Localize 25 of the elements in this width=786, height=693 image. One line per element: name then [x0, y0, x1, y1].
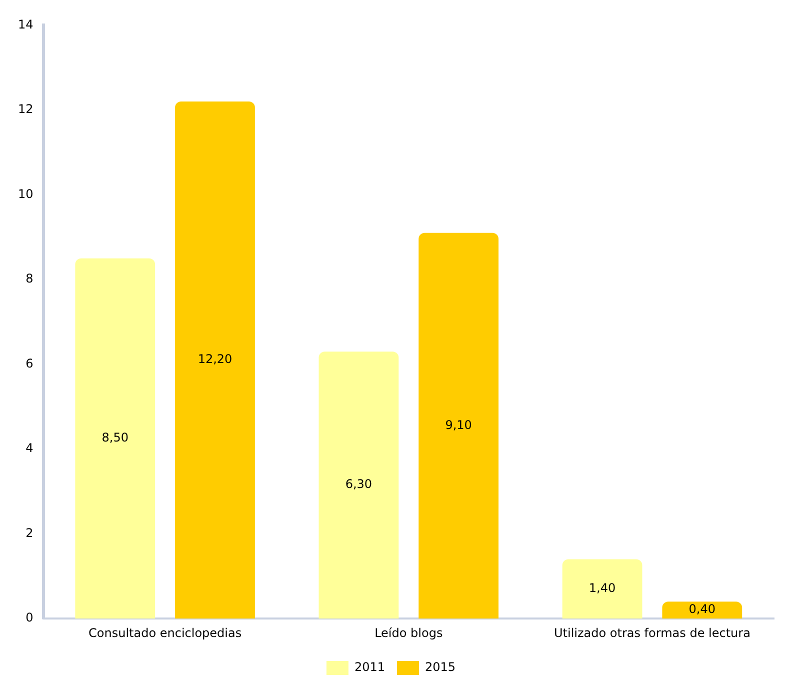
data-label: 8,50	[102, 430, 128, 445]
x-tick-label: Consultado enciclopedias	[88, 626, 242, 640]
data-label: 0,40	[688, 602, 716, 616]
bar	[662, 602, 742, 619]
y-tick-label: 2	[26, 526, 34, 540]
y-tick-label: 6	[26, 356, 34, 370]
x-tick-label: Leído blogs	[374, 626, 443, 640]
bar	[75, 258, 156, 619]
data-label: 9,10	[445, 418, 472, 432]
legend-label: 2011	[354, 660, 386, 674]
y-tick-label: 12	[18, 102, 34, 116]
bar	[318, 352, 399, 619]
y-tick-label: 8	[26, 272, 34, 286]
y-tick-label: 14	[18, 17, 34, 32]
data-label: 6,30	[345, 477, 372, 492]
data-label: 1,40	[588, 581, 616, 596]
x-tick-label: Utilizado otras formas de lectura	[554, 626, 750, 640]
legend-label: 2015	[425, 660, 456, 674]
bar	[418, 232, 499, 619]
bar	[175, 101, 255, 619]
y-tick-label: 0	[26, 610, 34, 625]
data-label: 12,20	[198, 352, 232, 366]
y-tick-label: 4	[26, 441, 34, 456]
y-tick-label: 10	[18, 186, 34, 201]
bar	[562, 559, 642, 619]
